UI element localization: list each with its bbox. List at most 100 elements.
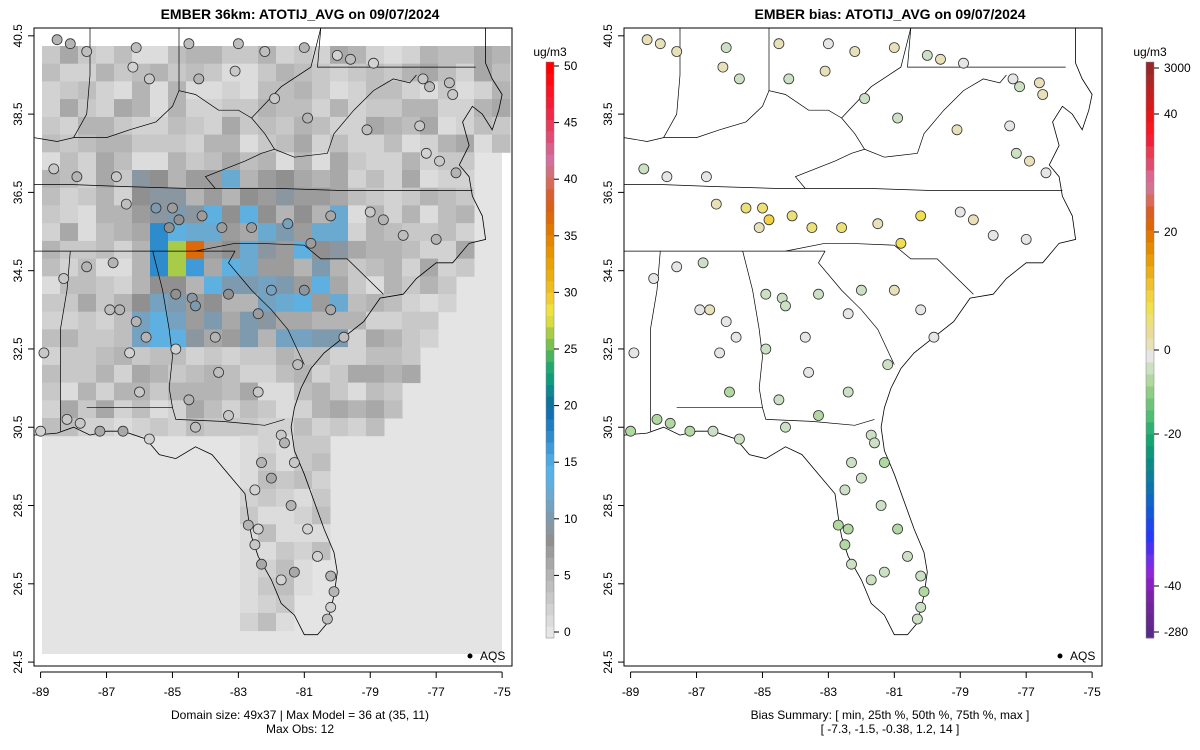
- grid-cell: [366, 135, 385, 153]
- grid-cell: [42, 400, 61, 418]
- grid-cell: [294, 152, 313, 170]
- grid-cell: [96, 241, 115, 259]
- colorbar-swatch: [1146, 422, 1154, 434]
- grid-cell: [348, 383, 367, 401]
- grid-cell: [456, 223, 475, 241]
- grid-cell: [366, 347, 385, 365]
- grid-cell: [330, 81, 349, 99]
- aqs-station-marker: [840, 540, 850, 550]
- grid-cell: [60, 329, 79, 347]
- grid-cell: [204, 259, 223, 277]
- grid-cell: [168, 400, 187, 418]
- aqs-station-marker: [299, 43, 309, 53]
- grid-cell: [132, 276, 151, 294]
- grid-cell: [114, 312, 133, 330]
- grid-cell: [492, 117, 511, 135]
- legend-aqs-label: AQS: [1070, 649, 1095, 663]
- grid-cell: [78, 241, 97, 259]
- grid-cell: [456, 135, 475, 153]
- grid-cell: [204, 400, 223, 418]
- colorbar-swatch: [1146, 326, 1154, 338]
- grid-cell: [60, 152, 79, 170]
- grid-cell: [330, 152, 349, 170]
- grid-cell: [276, 383, 295, 401]
- grid-cell: [384, 259, 403, 277]
- y-tick-label: 30.5: [11, 415, 25, 439]
- grid-cell: [96, 347, 115, 365]
- colorbar-swatch: [546, 327, 554, 339]
- grid-cell: [294, 81, 313, 99]
- grid-cell: [258, 507, 277, 525]
- grid-cell: [186, 223, 205, 241]
- aqs-station-marker: [847, 559, 857, 569]
- grid-cell: [438, 135, 457, 153]
- colorbar-tick-label: 10: [564, 512, 578, 526]
- aqs-station-marker: [171, 344, 181, 354]
- aqs-station-marker: [435, 156, 445, 166]
- aqs-station-marker: [135, 387, 145, 397]
- grid-cell: [240, 347, 259, 365]
- grid-cell: [222, 347, 241, 365]
- aqs-station-marker: [952, 125, 962, 135]
- grid-cell: [42, 312, 61, 330]
- aqs-station-marker: [916, 602, 926, 612]
- aqs-station-marker: [214, 367, 224, 377]
- grid-cell: [402, 347, 421, 365]
- colorbar-swatch: [546, 419, 554, 431]
- aqs-station-marker: [36, 426, 46, 436]
- grid-cell: [60, 347, 79, 365]
- grid-cell: [456, 81, 475, 99]
- x-tick-label: -89: [622, 685, 640, 699]
- grid-cell: [240, 99, 259, 117]
- aqs-station-marker: [652, 414, 662, 424]
- grid-cell: [186, 365, 205, 383]
- colorbar-swatch: [546, 258, 554, 270]
- grid-cell: [384, 135, 403, 153]
- grid-cell: [366, 152, 385, 170]
- colorbar-swatch: [546, 338, 554, 350]
- grid-cell: [312, 524, 331, 542]
- aqs-station-marker: [860, 94, 870, 104]
- grid-cell: [294, 294, 313, 312]
- grid-cell: [240, 436, 259, 454]
- grid-cell: [222, 188, 241, 206]
- grid-cell: [222, 81, 241, 99]
- aqs-station-marker: [250, 485, 260, 495]
- colorbar-swatch: [546, 626, 554, 638]
- colorbar-swatch: [546, 373, 554, 385]
- colorbar-swatch: [546, 246, 554, 258]
- colorbar-units: ug/m3: [1133, 45, 1167, 59]
- grid-cell: [132, 294, 151, 312]
- aqs-station-marker: [131, 43, 141, 53]
- grid-cell: [222, 135, 241, 153]
- grid-cell: [258, 347, 277, 365]
- aqs-station-marker: [715, 348, 725, 358]
- aqs-station-marker: [708, 426, 718, 436]
- grid-cell: [384, 276, 403, 294]
- grid-cell: [438, 46, 457, 64]
- colorbar-tick-label: -40: [1164, 579, 1182, 593]
- aqs-station-marker: [705, 305, 715, 315]
- aqs-station-marker: [820, 66, 830, 76]
- aqs-station-marker: [754, 223, 764, 233]
- colorbar-swatch: [546, 200, 554, 212]
- x-tick-label: -79: [362, 685, 380, 699]
- aqs-station-marker: [1025, 156, 1035, 166]
- grid-cell: [258, 365, 277, 383]
- grid-cell: [294, 135, 313, 153]
- grid-cell: [186, 347, 205, 365]
- left-colorbar: ug/m305101520253035404550: [533, 45, 577, 639]
- aqs-station-marker: [741, 203, 751, 213]
- grid-cell: [384, 99, 403, 117]
- y-tick-label: 38.5: [11, 102, 25, 126]
- aqs-station-marker: [843, 387, 853, 397]
- aqs-station-marker: [174, 215, 184, 225]
- grid-cell: [150, 383, 169, 401]
- grid-cell: [168, 170, 187, 188]
- aqs-station-marker: [988, 230, 998, 240]
- grid-cell: [96, 152, 115, 170]
- colorbar-swatch: [1146, 602, 1154, 614]
- grid-cell: [294, 507, 313, 525]
- aqs-station-marker: [896, 238, 906, 248]
